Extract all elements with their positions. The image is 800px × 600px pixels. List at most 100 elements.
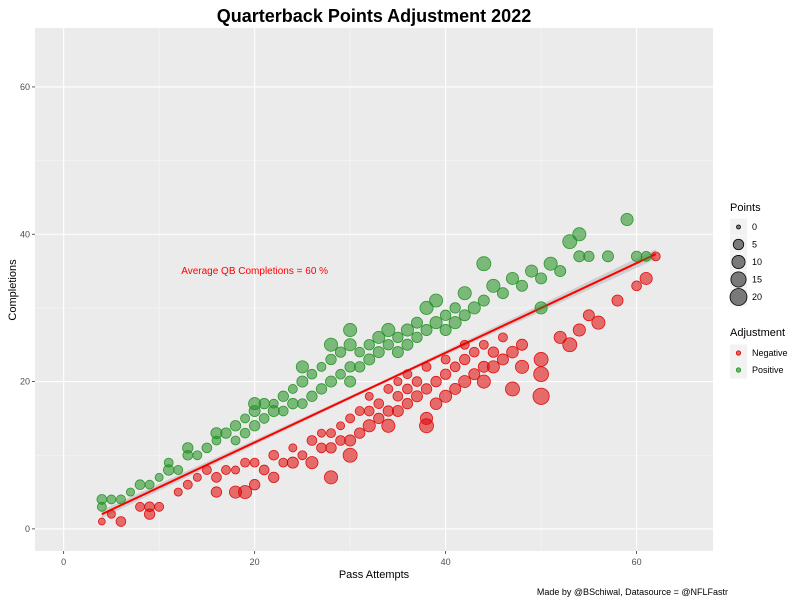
data-point	[334, 346, 347, 358]
data-point	[229, 420, 242, 432]
x-tick-label: 20	[250, 557, 260, 567]
data-point	[381, 418, 396, 433]
data-point	[401, 398, 414, 410]
data-point	[286, 456, 299, 469]
data-point	[324, 470, 339, 485]
data-point	[343, 338, 357, 352]
data-point	[505, 271, 519, 285]
data-point	[429, 316, 443, 330]
data-point	[297, 398, 308, 409]
data-point	[248, 420, 261, 432]
data-point	[429, 293, 444, 308]
data-point	[372, 330, 386, 344]
size-legend-symbol	[732, 238, 745, 251]
trend-line-group	[101, 249, 657, 519]
average-annotation: Average QB Completions = 60 %	[181, 266, 328, 277]
data-point	[306, 435, 318, 446]
data-point	[401, 338, 414, 351]
data-point	[240, 413, 250, 424]
data-point	[496, 353, 509, 366]
gridlines	[35, 28, 713, 551]
data-point	[344, 434, 357, 447]
data-point	[335, 368, 346, 380]
data-point	[381, 323, 396, 337]
data-point	[354, 346, 365, 358]
y-tick-label: 0	[25, 524, 30, 534]
data-point	[258, 464, 270, 476]
data-point	[220, 427, 232, 439]
data-point	[583, 250, 595, 262]
size-legend-label: 0	[752, 222, 757, 232]
data-point	[392, 331, 404, 344]
data-point	[650, 251, 661, 262]
data-point	[268, 471, 280, 483]
data-point	[533, 366, 549, 383]
data-point	[173, 487, 183, 497]
data-point	[97, 517, 106, 526]
data-point	[458, 375, 472, 389]
data-point	[306, 390, 318, 402]
data-point	[468, 368, 481, 381]
series-positive	[96, 213, 652, 512]
data-point	[486, 360, 500, 374]
data-point	[231, 465, 240, 475]
size-legend-symbol	[731, 255, 746, 269]
data-point	[602, 250, 614, 263]
data-point	[144, 501, 155, 513]
data-point	[154, 501, 165, 512]
data-point	[115, 516, 127, 527]
x-tick-label: 60	[632, 557, 642, 567]
data-point	[516, 279, 528, 292]
data-point	[258, 413, 270, 424]
size-legend-label: 20	[752, 292, 762, 302]
data-point	[126, 487, 135, 497]
data-point	[297, 450, 308, 461]
data-point	[335, 435, 346, 446]
data-point	[639, 271, 653, 285]
size-legend: Points 0 5 10 15 20	[729, 202, 762, 306]
data-point	[393, 377, 403, 387]
data-point	[487, 346, 500, 358]
data-point	[364, 391, 374, 401]
data-point	[458, 309, 471, 322]
data-point	[287, 398, 299, 410]
data-point	[96, 494, 108, 505]
data-point	[420, 324, 433, 336]
y-tick-label: 60	[20, 82, 30, 92]
y-axis-ticks: 0 20 40 60	[20, 82, 35, 534]
data-point	[239, 427, 251, 439]
data-point	[476, 374, 491, 389]
data-point	[287, 384, 298, 394]
data-point	[373, 398, 385, 409]
data-point	[439, 368, 452, 380]
data-point	[163, 457, 174, 468]
data-point	[210, 427, 223, 440]
data-point	[106, 494, 117, 505]
data-point	[402, 383, 413, 395]
data-point	[173, 465, 184, 475]
data-point	[477, 294, 490, 307]
data-point	[402, 369, 413, 380]
data-point	[459, 339, 470, 350]
data-point	[420, 411, 434, 425]
data-point	[478, 339, 489, 350]
data-point	[440, 354, 451, 365]
data-point	[449, 382, 462, 395]
data-point	[201, 442, 213, 454]
size-legend-label: 5	[752, 240, 757, 250]
data-point	[535, 272, 548, 285]
data-point	[295, 360, 309, 374]
data-point	[430, 375, 442, 388]
data-point	[201, 465, 212, 475]
data-point	[498, 332, 508, 343]
data-point	[411, 390, 423, 403]
data-point	[296, 375, 309, 388]
color-legend-label: Positive	[752, 365, 784, 375]
data-point	[268, 449, 280, 461]
data-point	[278, 457, 289, 468]
x-axis-title: Pass Attempts	[339, 569, 410, 581]
data-point	[620, 213, 634, 227]
data-point	[182, 442, 194, 454]
size-legend-title: Points	[730, 202, 761, 214]
data-point	[467, 301, 481, 315]
